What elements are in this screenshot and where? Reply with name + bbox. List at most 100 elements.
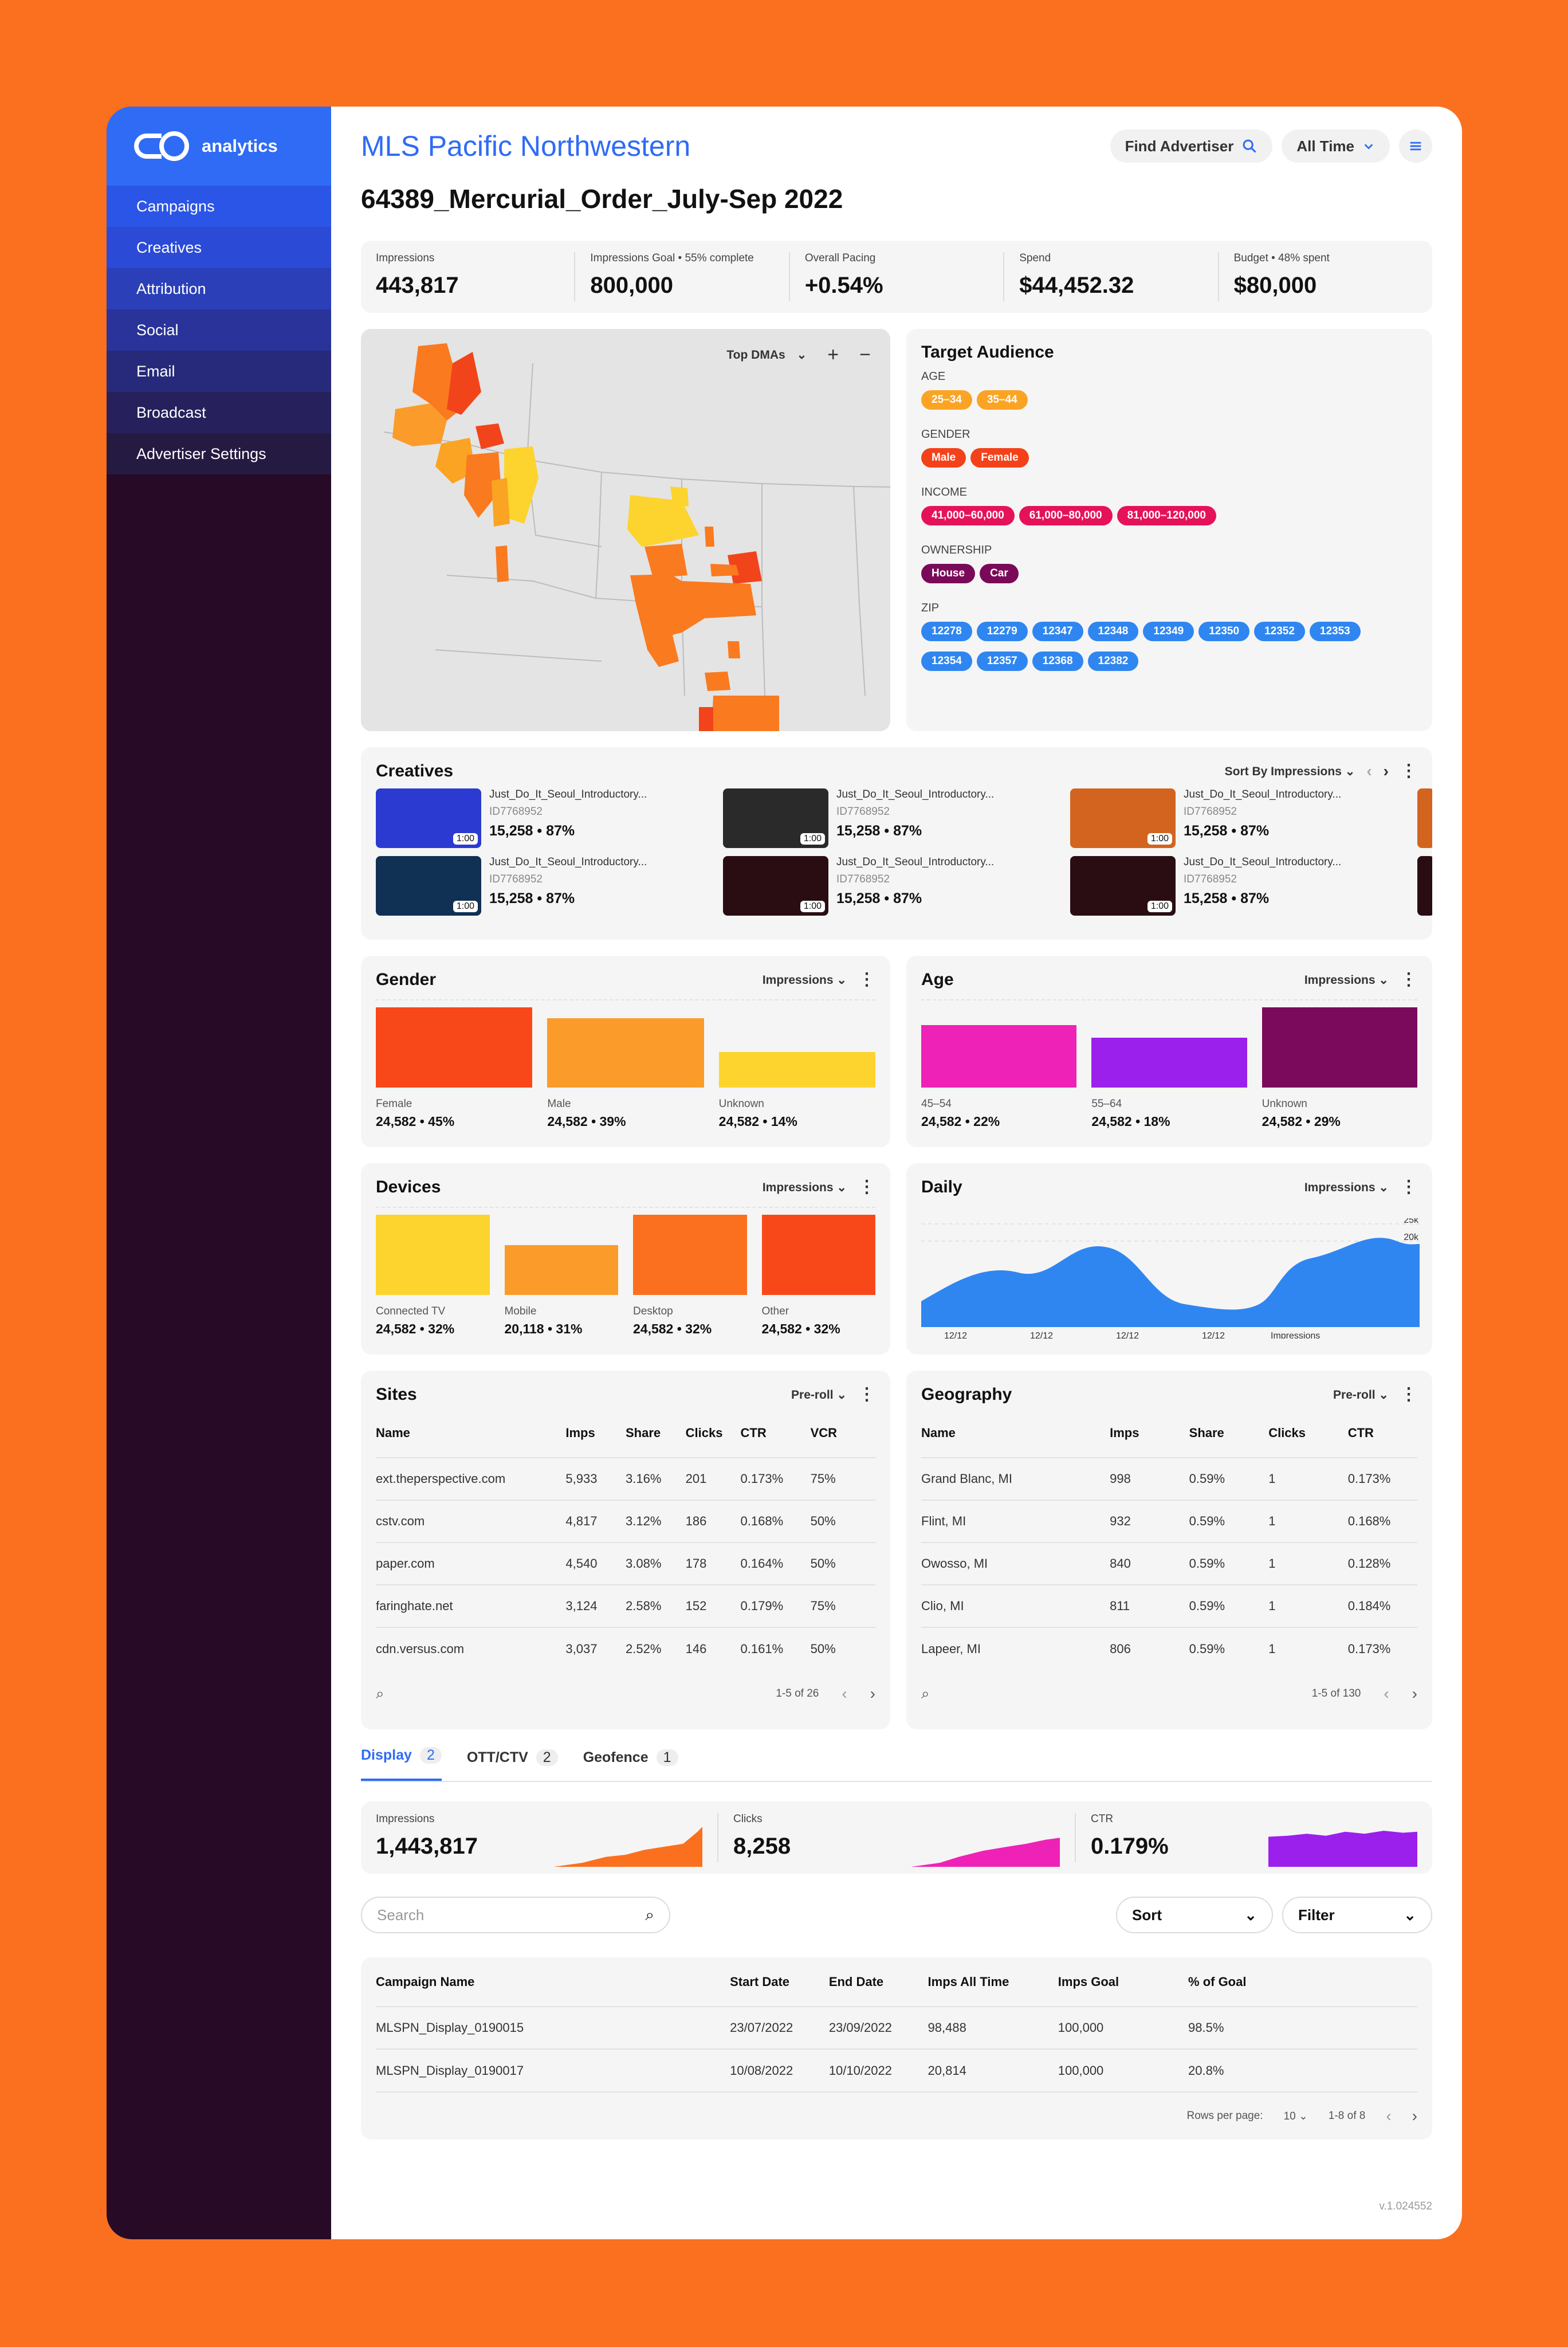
column-header[interactable]: Start Date (730, 1957, 829, 2007)
column-header[interactable]: CTR (740, 1408, 811, 1458)
audience-chip[interactable]: Car (980, 564, 1019, 583)
bar[interactable] (761, 1215, 875, 1295)
table-row[interactable]: Flint, MI 932 0.59% 1 0.168% (921, 1500, 1417, 1543)
bar[interactable] (1091, 1038, 1247, 1088)
sidebar-item-creatives[interactable]: Creatives (107, 227, 331, 268)
sidebar-item-social[interactable]: Social (107, 309, 331, 351)
audience-chip[interactable]: 12357 (976, 651, 1028, 671)
table-row[interactable]: Grand Blanc, MI 998 0.59% 1 0.173% (921, 1458, 1417, 1501)
more-options-icon[interactable]: ⋮ (1400, 1385, 1417, 1404)
table-row[interactable]: MLSPN_Display_0190015 23/07/2022 23/09/202… (376, 2007, 1417, 2050)
more-options-icon[interactable]: ⋮ (858, 1178, 875, 1196)
table-row[interactable]: Owosso, MI 840 0.59% 1 0.128% (921, 1543, 1417, 1585)
sidebar-item-campaigns[interactable]: Campaigns (107, 186, 331, 227)
format-dropdown[interactable]: Pre-roll ⌄ (1333, 1388, 1389, 1402)
table-row[interactable]: cstv.com 4,817 3.12% 186 0.168% 50% (376, 1500, 875, 1543)
audience-chip[interactable]: Male (921, 448, 966, 468)
more-options-icon[interactable]: ⋮ (1400, 762, 1417, 780)
top-dmas-dropdown[interactable]: Top DMAs ⌄ (726, 348, 807, 362)
more-options-icon[interactable]: ⋮ (858, 1385, 875, 1404)
prev-page-icon[interactable]: ‹ (1384, 1685, 1389, 1702)
table-row[interactable]: Lapeer, MI 806 0.59% 1 0.173% (921, 1627, 1417, 1670)
audience-chip[interactable]: 12347 (1032, 622, 1083, 641)
zoom-out-button[interactable]: − (859, 344, 871, 366)
bar[interactable] (504, 1245, 618, 1295)
table-row[interactable]: Clio, MI 811 0.59% 1 0.184% (921, 1585, 1417, 1628)
brand[interactable]: analytics (107, 107, 331, 186)
metric-dropdown[interactable]: Impressions ⌄ (763, 973, 847, 987)
column-header[interactable]: Imps All Time (928, 1957, 1058, 2007)
audience-chip[interactable]: 12353 (1309, 622, 1361, 641)
more-options-icon[interactable]: ⋮ (858, 970, 875, 989)
audience-chip[interactable]: House (921, 564, 976, 583)
audience-chip[interactable]: Female (970, 448, 1029, 468)
bar[interactable] (718, 1052, 875, 1088)
column-header[interactable]: VCR (810, 1408, 875, 1458)
audience-chip[interactable]: 41,000–60,000 (921, 506, 1015, 525)
tab-display[interactable]: Display 2 (361, 1747, 442, 1781)
column-header[interactable]: Name (376, 1408, 566, 1458)
audience-chip[interactable]: 12349 (1143, 622, 1194, 641)
zoom-in-button[interactable]: + (827, 344, 839, 366)
bar[interactable] (547, 1018, 704, 1088)
search-icon[interactable]: ⌕ (376, 1685, 384, 1702)
creative-card[interactable]: 1:00 Just_Do_It_Seoul_Introductory... ID77… (1070, 856, 1417, 916)
audience-chip[interactable]: 61,000–80,000 (1019, 506, 1113, 525)
creative-card[interactable]: 1:00 Just_Do_It_Seoul_Introductory... ID77… (376, 856, 723, 916)
tab-geofence[interactable]: Geofence 1 (583, 1749, 678, 1781)
metric-dropdown[interactable]: Impressions ⌄ (1304, 973, 1389, 987)
dma-map[interactable] (361, 329, 890, 731)
more-options-icon[interactable]: ⋮ (1400, 1178, 1417, 1196)
column-header[interactable]: % of Goal (1188, 1957, 1417, 2007)
column-header[interactable]: Imps (565, 1408, 626, 1458)
metric-dropdown[interactable]: Impressions ⌄ (1304, 1180, 1389, 1195)
audience-chip[interactable]: 12354 (921, 651, 972, 671)
creative-card[interactable]: 1:00 Just_Do_It_Seoul_Introductory... ID77… (376, 788, 723, 848)
search-icon[interactable]: ⌕ (921, 1685, 930, 1702)
sort-dropdown[interactable]: Sort ⌄ (1116, 1897, 1273, 1933)
next-page-icon[interactable]: › (1412, 1685, 1417, 1702)
column-header[interactable]: Clicks (1268, 1408, 1348, 1458)
column-header[interactable]: CTR (1347, 1408, 1417, 1458)
search-input[interactable]: Search ⌕ (361, 1897, 670, 1933)
audience-chip[interactable]: 35–44 (976, 390, 1028, 410)
sidebar-item-email[interactable]: Email (107, 351, 331, 392)
column-header[interactable]: Imps Goal (1058, 1957, 1189, 2007)
rows-per-page-select[interactable]: 10 ⌄ (1284, 2110, 1308, 2123)
sidebar-item-broadcast[interactable]: Broadcast (107, 392, 331, 433)
audience-chip[interactable]: 81,000–120,000 (1117, 506, 1216, 525)
more-options-icon[interactable]: ⋮ (1400, 970, 1417, 989)
bar[interactable] (921, 1025, 1077, 1088)
menu-button[interactable] (1399, 129, 1432, 163)
creative-card[interactable]: 1:00 Just_Do_It_Seoul_Introductory... ID77… (723, 788, 1070, 848)
table-row[interactable]: ext.theperspective.com 5,933 3.16% 201 0.173… (376, 1458, 875, 1501)
column-header[interactable]: Name (921, 1408, 1110, 1458)
table-row[interactable]: faringhate.net 3,124 2.58% 152 0.179% 75% (376, 1585, 875, 1628)
column-header[interactable]: End Date (828, 1957, 928, 2007)
table-row[interactable]: paper.com 4,540 3.08% 178 0.164% 50% (376, 1543, 875, 1585)
audience-chip[interactable]: 12279 (976, 622, 1028, 641)
next-page-icon[interactable]: › (870, 1685, 875, 1702)
column-header[interactable]: Share (626, 1408, 686, 1458)
format-dropdown[interactable]: Pre-roll ⌄ (791, 1388, 847, 1402)
table-row[interactable]: MLSPN_Display_0190017 10/08/2022 10/10/202… (376, 2049, 1417, 2091)
next-arrow-icon[interactable]: › (1383, 762, 1389, 780)
audience-chip[interactable]: 12352 (1254, 622, 1305, 641)
prev-arrow-icon[interactable]: ‹ (1366, 762, 1372, 780)
sidebar-item-advertiser-settings[interactable]: Advertiser Settings (107, 433, 331, 474)
metric-dropdown[interactable]: Impressions ⌄ (763, 1180, 847, 1195)
audience-chip[interactable]: 12382 (1087, 651, 1139, 671)
column-header[interactable]: Clicks (685, 1408, 741, 1458)
audience-chip[interactable]: 12278 (921, 622, 972, 641)
sort-dropdown[interactable]: Sort By Impressions ⌄ (1225, 764, 1355, 779)
column-header[interactable]: Share (1189, 1408, 1269, 1458)
audience-chip[interactable]: 25–34 (921, 390, 972, 410)
filter-dropdown[interactable]: Filter ⌄ (1282, 1897, 1432, 1933)
find-advertiser-button[interactable]: Find Advertiser (1110, 129, 1273, 163)
bar[interactable] (633, 1215, 747, 1295)
table-row[interactable]: cdn.versus.com 3,037 2.52% 146 0.161% 50% (376, 1627, 875, 1670)
column-header[interactable]: Campaign Name (376, 1957, 730, 2007)
audience-chip[interactable]: 12368 (1032, 651, 1083, 671)
bar[interactable] (376, 1007, 533, 1088)
prev-page-icon[interactable]: ‹ (1386, 2107, 1392, 2125)
